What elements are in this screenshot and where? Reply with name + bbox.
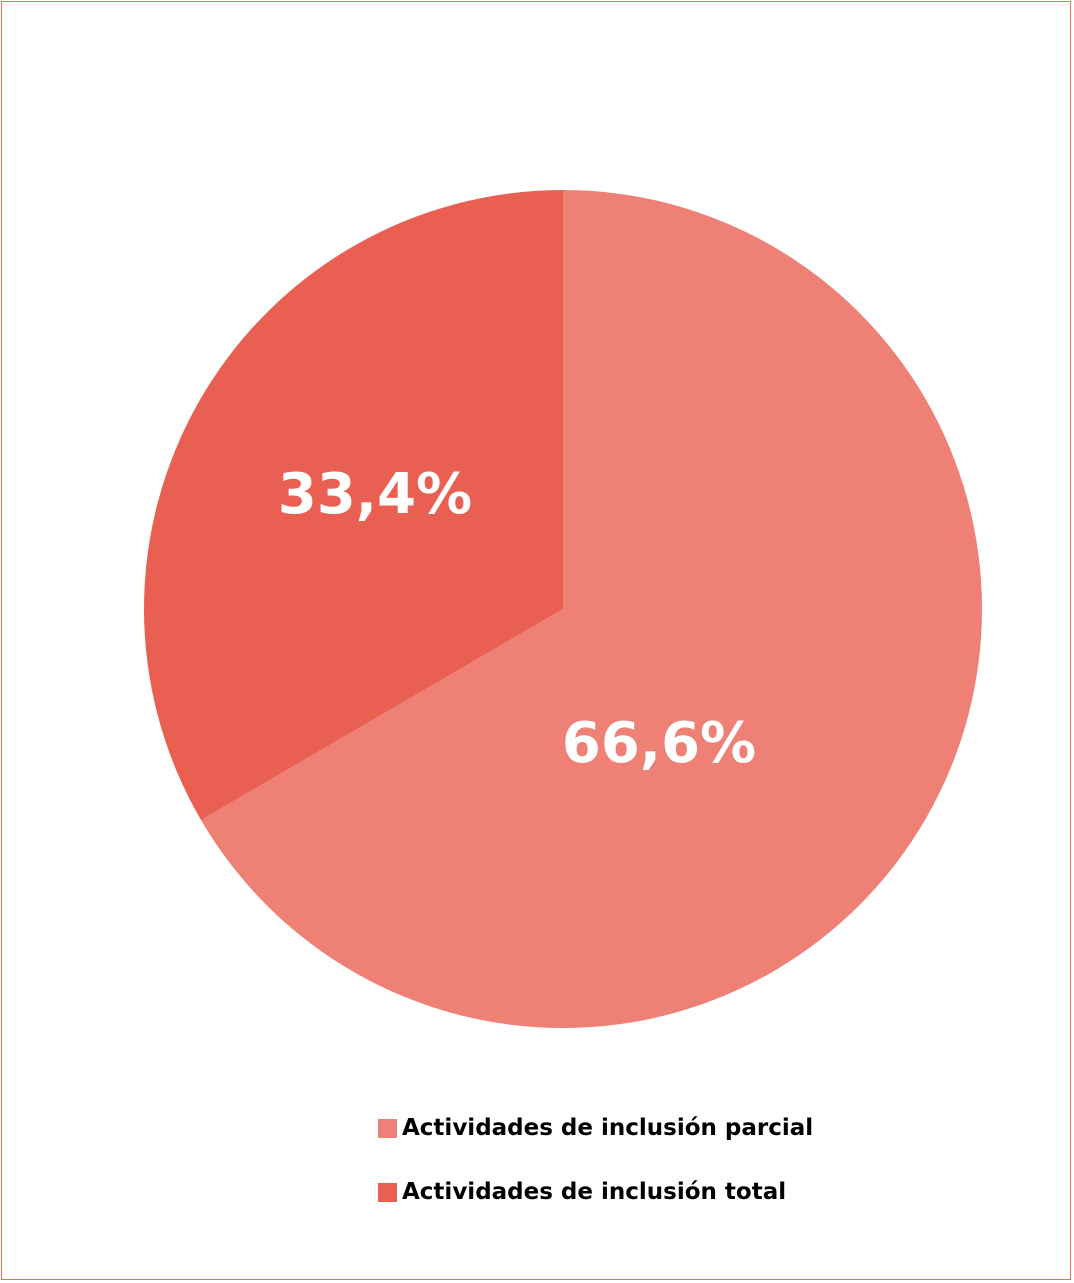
legend-label-total: Actividades de inclusión total	[402, 1179, 787, 1205]
data-label-total: 33,4%	[278, 462, 472, 527]
pie-slice-total	[143, 190, 563, 821]
legend-item-parcial: Actividades de inclusión parcial	[378, 1112, 813, 1144]
legend: Actividades de inclusión parcial Activid…	[378, 1112, 813, 1240]
legend-item-total: Actividades de inclusión total	[378, 1176, 813, 1208]
data-label-parcial: 66,6%	[562, 711, 756, 776]
legend-label-parcial: Actividades de inclusión parcial	[402, 1115, 814, 1141]
legend-swatch-total	[378, 1182, 397, 1202]
pie-slices	[143, 190, 982, 1028]
legend-swatch-parcial	[378, 1118, 397, 1138]
pie-data-labels: 66,6% 33,4%	[278, 462, 756, 776]
pie-slice-parcial	[201, 190, 982, 1028]
